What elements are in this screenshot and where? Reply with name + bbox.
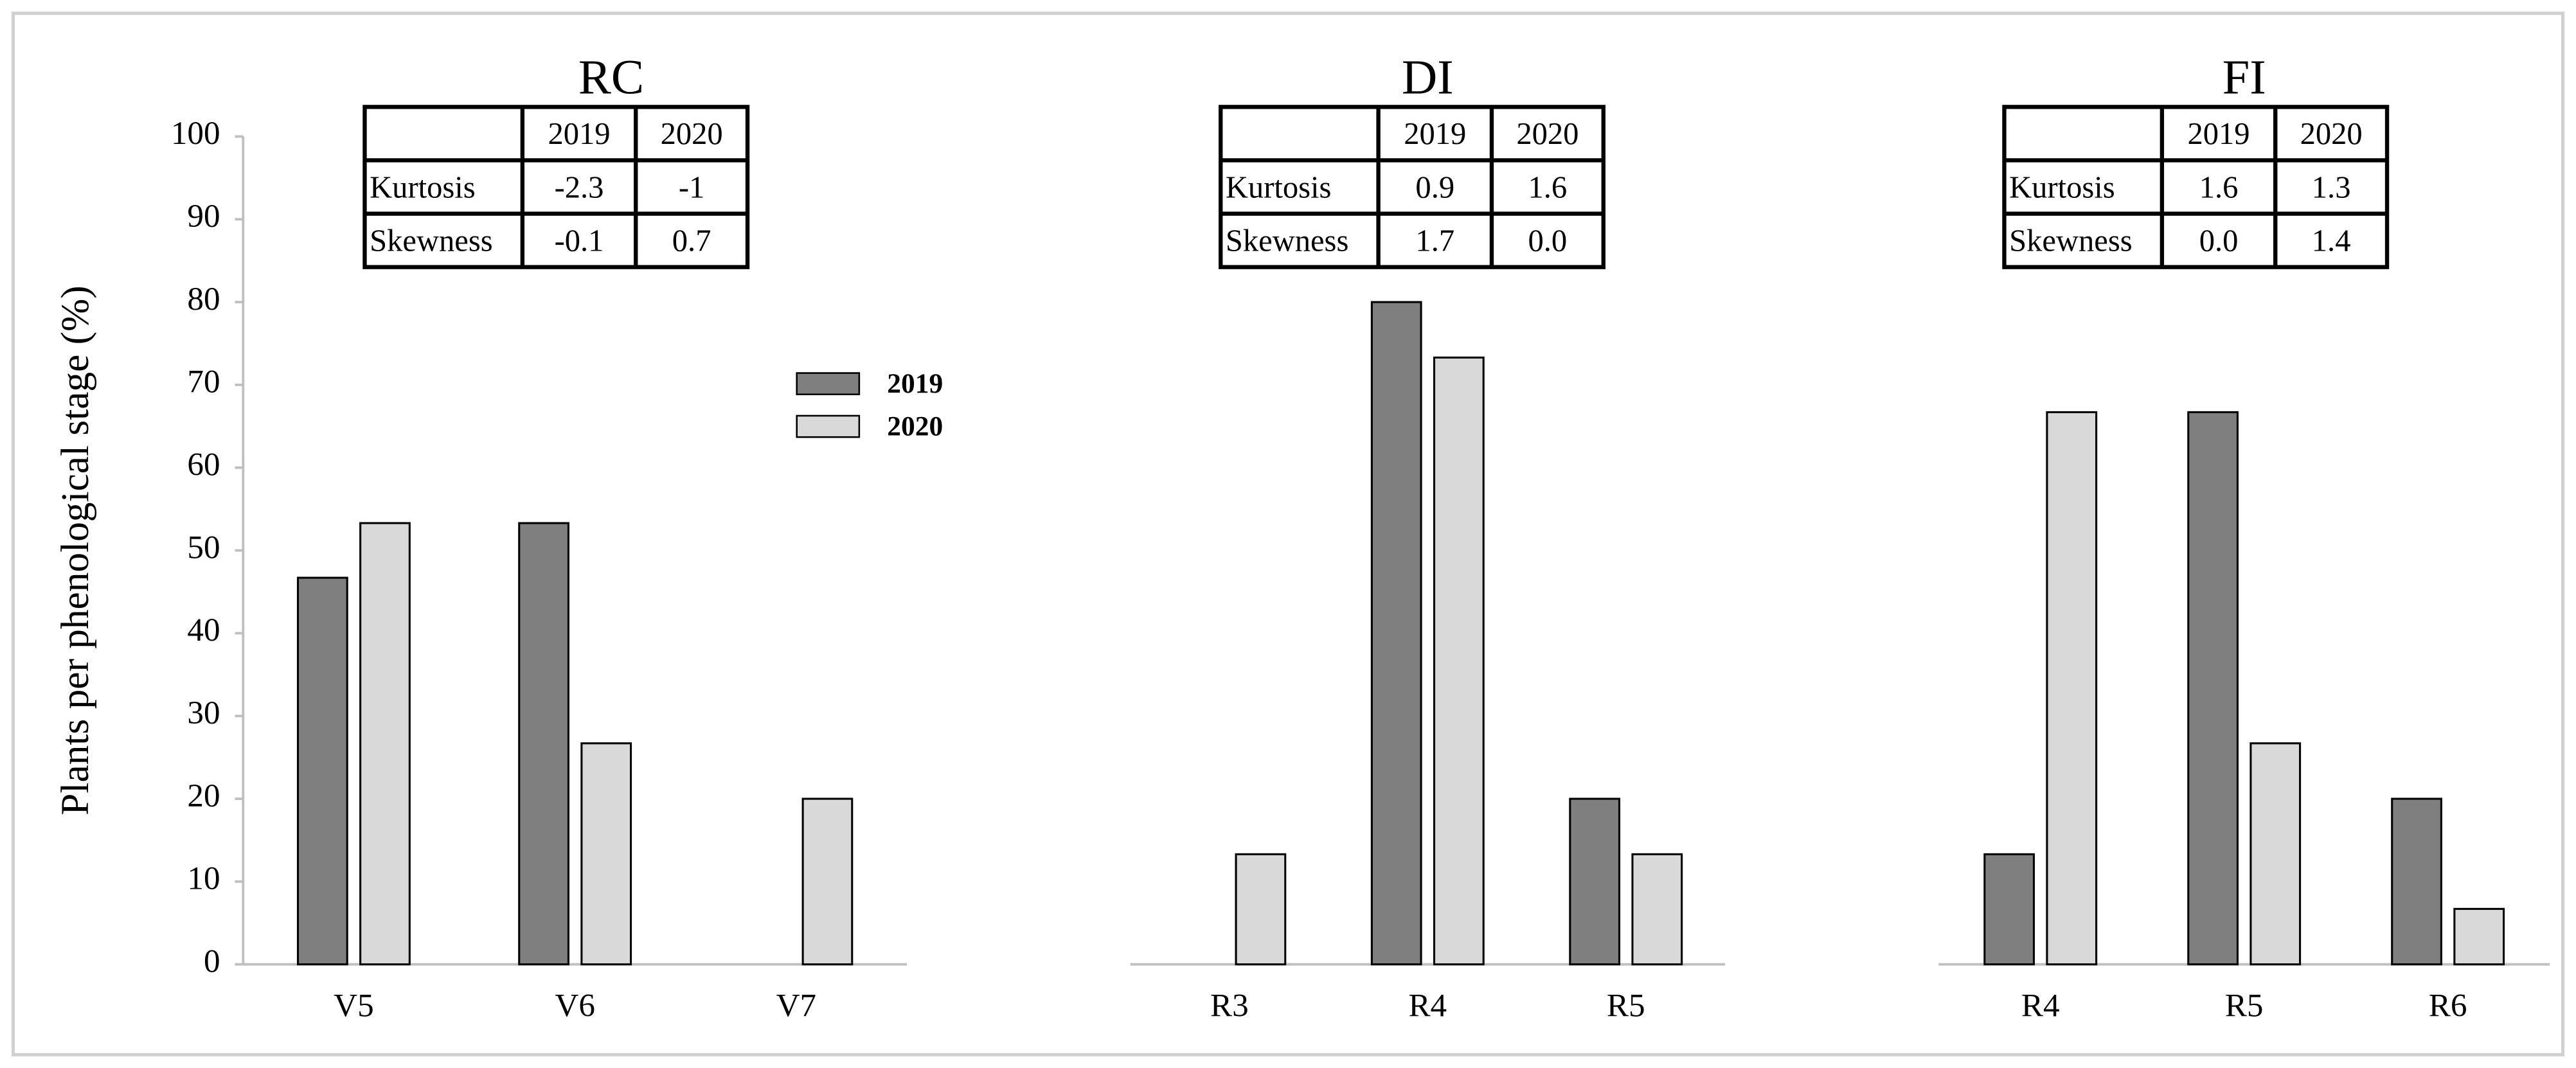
- bar: [2453, 907, 2505, 966]
- table-cell: -0.1: [555, 223, 604, 258]
- bar: [2391, 797, 2442, 966]
- table-cell: 1.4: [2312, 223, 2351, 258]
- bar: [2250, 742, 2302, 966]
- y-tick-label: 40: [187, 612, 220, 648]
- y-tick-label: 70: [187, 364, 220, 400]
- y-axis-label: Plants per phenological stage (%): [53, 285, 97, 815]
- legend-label: 2020: [887, 411, 943, 441]
- chart-title: RC: [578, 50, 644, 105]
- x-tick-label: R5: [2225, 987, 2264, 1024]
- bar: [801, 797, 854, 966]
- x-tick-label: V7: [776, 987, 816, 1024]
- bar: [1235, 853, 1287, 966]
- bar: [359, 522, 411, 966]
- table-frame: [362, 105, 750, 269]
- bar: [2046, 411, 2098, 966]
- bar: [1433, 356, 1485, 966]
- bar: [2187, 411, 2239, 966]
- table-row-label: Skewness: [370, 223, 492, 258]
- table-cell: 0.0: [1528, 223, 1568, 258]
- y-tick-label: 80: [187, 281, 220, 317]
- y-tick-label: 50: [187, 529, 220, 565]
- table-cell: 1.7: [1415, 223, 1454, 258]
- y-tick-label: 10: [187, 860, 220, 897]
- bar: [1370, 301, 1422, 966]
- table-cell: 0.7: [672, 223, 711, 258]
- table-header: 2020: [2300, 116, 2363, 151]
- x-tick-label: V5: [334, 987, 373, 1024]
- x-tick-label: V6: [555, 987, 595, 1024]
- table-header: 2019: [1404, 116, 1466, 151]
- x-tick-label: R5: [1607, 987, 1645, 1024]
- table-header: 2020: [1516, 116, 1579, 151]
- y-tick-label: 30: [187, 695, 220, 731]
- x-tick-label: R4: [2021, 987, 2060, 1024]
- bar: [1983, 853, 2035, 966]
- table-cell: 0.9: [1415, 170, 1454, 204]
- bar: [518, 522, 569, 966]
- x-tick-label: R3: [1210, 987, 1249, 1024]
- bar: [580, 742, 632, 966]
- table-cell: -2.3: [555, 170, 604, 204]
- table-row-label: Skewness: [2009, 223, 2133, 258]
- y-tick-label: 20: [187, 778, 220, 814]
- legend-swatch: [796, 372, 861, 396]
- table-cell: 1.3: [2312, 170, 2351, 204]
- table-cell: -1: [679, 170, 704, 204]
- table-header: 2019: [548, 116, 610, 151]
- table-row-label: Kurtosis: [1226, 170, 1332, 204]
- table-row-label: Kurtosis: [2009, 170, 2115, 204]
- y-tick-label: 90: [187, 198, 220, 235]
- table-row-label: Kurtosis: [370, 170, 476, 204]
- y-tick-label: 100: [171, 115, 220, 152]
- table-frame: [1219, 105, 1606, 269]
- y-tick-label: 0: [204, 943, 220, 979]
- x-tick-label: R4: [1408, 987, 1447, 1024]
- chart-title: FI: [2223, 50, 2266, 105]
- x-tick-label: R6: [2429, 987, 2467, 1024]
- table-frame: [2002, 105, 2390, 269]
- bar: [296, 576, 348, 966]
- legend-label: 2019: [887, 368, 943, 399]
- legend-swatch: [796, 414, 861, 438]
- bar: [1631, 853, 1683, 966]
- table-cell: 0.0: [2199, 223, 2239, 258]
- chart-title: DI: [1402, 50, 1454, 105]
- y-tick-label: 60: [187, 446, 220, 483]
- table-cell: 1.6: [2199, 170, 2239, 204]
- table-header: 2020: [661, 116, 723, 151]
- table-row-label: Skewness: [1226, 223, 1349, 258]
- table-header: 2019: [2187, 116, 2250, 151]
- table-cell: 1.6: [1528, 170, 1568, 204]
- bar: [1569, 797, 1621, 966]
